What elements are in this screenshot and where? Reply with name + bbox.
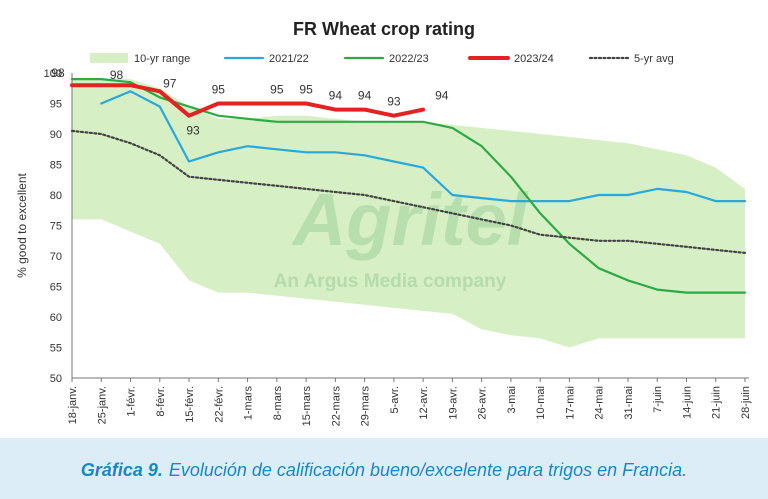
legend-label-2023-24: 2023/24 [514, 53, 554, 65]
y-tick-label: 95 [50, 99, 62, 111]
y-tick-label: 80 [50, 190, 62, 202]
x-tick-label: 12-avr. [418, 386, 430, 420]
legend-label-2021-22: 2021/22 [269, 53, 309, 65]
x-tick-label: 22-mars [330, 386, 342, 427]
y-tick-label: 60 [50, 312, 62, 324]
x-tick-label: 31-mai [623, 386, 635, 420]
x-tick-label: 17-mai [564, 386, 576, 420]
x-tick-label: 18-janv. [67, 386, 79, 424]
data-label: 95 [299, 83, 313, 97]
x-tick-label: 7-juin [652, 386, 664, 413]
x-tick-label: 29-mars [360, 386, 372, 427]
x-tick-label: 5-avr. [389, 386, 401, 414]
data-label: 97 [163, 76, 177, 90]
x-tick-label: 10-mai [535, 386, 547, 420]
data-label: 94 [435, 89, 449, 103]
x-tick-label: 1-févr. [126, 386, 138, 417]
y-tick-label: 70 [50, 251, 62, 263]
x-tick-label: 8-févr. [155, 386, 167, 417]
caption-lead: Gráfica 9. [80, 460, 163, 480]
data-label: 94 [358, 89, 372, 103]
x-tick-label: 3-mai [506, 386, 518, 414]
data-label: 95 [270, 83, 284, 97]
legend-label-2022-23: 2022/23 [389, 53, 429, 65]
y-tick-label: 55 [50, 343, 62, 355]
series-line-2022-23 [70, 78, 747, 294]
x-tick-label: 24-mai [594, 386, 606, 420]
x-tick-label: 21-juin [711, 386, 723, 419]
x-tick-label: 22-févr. [213, 386, 225, 423]
watermark-tagline: An Argus Media company [274, 271, 507, 292]
x-tick-label: 15-mars [301, 386, 313, 427]
x-tick-label: 8-mars [272, 386, 284, 421]
x-tick-label: 25-janv. [96, 386, 108, 424]
range-band-10yr [72, 79, 745, 348]
data-label: 93 [186, 124, 200, 138]
data-label: 98 [51, 66, 65, 80]
legend-swatch-10-yr-range [90, 53, 128, 63]
x-tick-label: 19-avr. [447, 386, 459, 420]
x-tick-label: 14-juin [681, 386, 693, 419]
y-tick-label: 75 [50, 221, 62, 233]
legend-label-10-yr-range: 10-yr range [134, 53, 190, 65]
series-line-2021-22 [100, 90, 747, 203]
y-axis-label: % good to excellent [15, 172, 29, 277]
x-tick-label: 15-févr. [184, 386, 196, 423]
y-tick-label: 50 [50, 373, 62, 385]
figure-caption: Gráfica 9. Evolución de calificación bue… [0, 442, 768, 499]
x-tick-label: 26-avr. [477, 386, 489, 420]
y-tick-label: 65 [50, 282, 62, 294]
y-tick-label: 100 [44, 68, 62, 80]
chart-title: FR Wheat crop rating [293, 19, 475, 39]
data-label: 94 [329, 89, 343, 103]
x-tick-label: 1-mars [243, 386, 255, 421]
series-line-2023-24 [70, 83, 426, 118]
caption-text: Evolución de calificación bueno/excelent… [168, 460, 688, 480]
y-tick-label: 90 [50, 129, 62, 141]
series-line-5-yr-avg [70, 129, 747, 254]
data-label: 98 [110, 68, 124, 82]
chart-panel: FR Wheat crop rating Agritel An Argus Medi… [0, 0, 768, 438]
data-label: 93 [387, 95, 401, 109]
y-tick-label: 85 [50, 160, 62, 172]
data-label: 95 [212, 83, 226, 97]
x-tick-label: 28-juin [740, 386, 752, 419]
legend-label-5-yr-avg: 5-yr avg [634, 53, 674, 65]
